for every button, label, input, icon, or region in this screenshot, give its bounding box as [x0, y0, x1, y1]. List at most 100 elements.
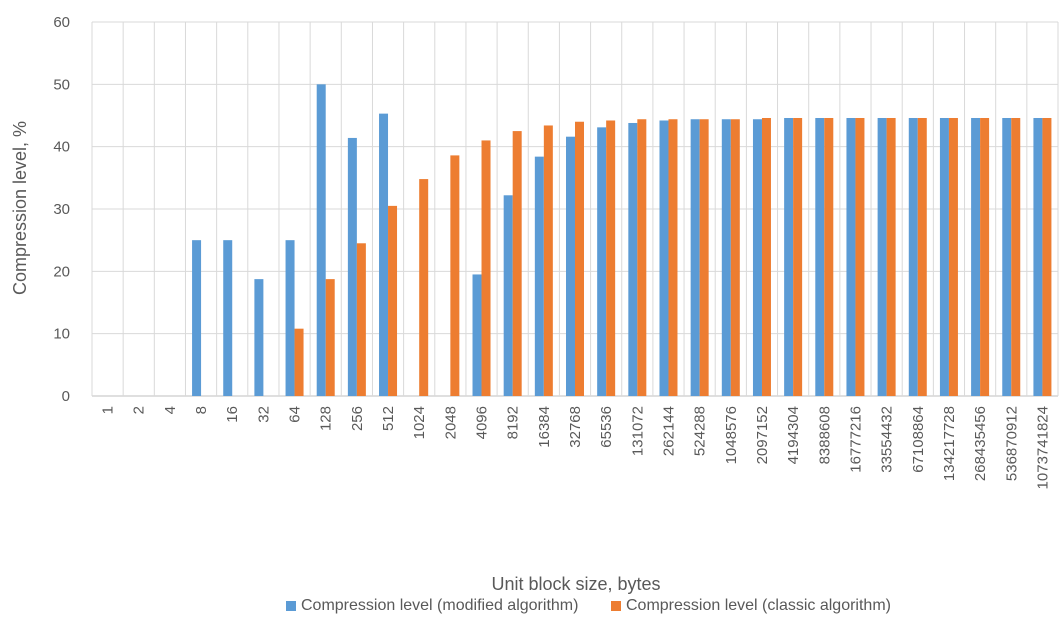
x-tick-label: 2097152: [754, 406, 771, 464]
x-tick-label: 1: [100, 406, 117, 414]
x-axis-title: Unit block size, bytes: [491, 574, 660, 594]
bar-classic-524288: [699, 119, 709, 397]
bar-classic-131072: [637, 119, 647, 397]
x-tick-label: 8192: [505, 406, 522, 439]
x-tick-label: 16777216: [847, 406, 864, 473]
bar-classic-8192: [512, 131, 522, 397]
bar-classic-16384: [543, 125, 553, 397]
bar-modified-131072: [628, 122, 638, 396]
y-axis-ticks: 0 10 20 30 40 50 60: [53, 14, 70, 405]
bar-modified-32768: [566, 136, 575, 396]
bar-classic-4096: [481, 140, 491, 396]
y-tick-label: 10: [53, 326, 70, 343]
bar-modified-128: [316, 84, 326, 396]
x-tick-label: 67108864: [910, 406, 927, 473]
legend: Compression level (modified algorithm) C…: [0, 597, 1059, 621]
bar-modified-262144: [659, 120, 669, 396]
x-tick-label: 1024: [411, 406, 428, 439]
x-tick-label: 1073741824: [1034, 406, 1051, 489]
x-tick-label: 128: [318, 406, 335, 431]
x-tick-label: 8: [193, 406, 210, 414]
bar-classic-64: [294, 328, 304, 396]
bar-modified-4096: [472, 274, 482, 396]
bar-modified-1073741824: [1033, 117, 1043, 396]
bar-classic-268435456: [980, 117, 990, 396]
bar-modified-1048576: [721, 119, 731, 397]
bar-modified-64: [285, 240, 295, 396]
x-tick-label: 268435456: [972, 406, 989, 481]
bar-classic-2097152: [761, 117, 771, 396]
bar-modified-134217728: [939, 117, 949, 396]
x-tick-label: 4: [162, 406, 179, 414]
bar-modified-536870912: [1002, 117, 1012, 396]
x-tick-label: 1048576: [723, 406, 740, 464]
bar-classic-536870912: [1011, 117, 1021, 396]
bar-classic-67108864: [917, 117, 927, 396]
x-axis-ticks: 1 2 4 8 16 32 64 128 256 512 1024 2048 4096 8192 16384…: [100, 406, 1052, 489]
bar-modified-512: [379, 113, 389, 396]
bar-classic-1048576: [730, 119, 740, 397]
x-tick-label: 512: [380, 406, 397, 431]
x-tick-label: 65536: [598, 406, 615, 448]
bar-classic-128: [325, 279, 335, 396]
x-tick-label: 2048: [442, 406, 459, 439]
x-tick-label: 134217728: [941, 406, 958, 481]
bar-classic-33554432: [886, 117, 896, 396]
bar-modified-67108864: [908, 117, 918, 396]
bar-modified-33554432: [877, 117, 887, 396]
bar-modified-8: [192, 240, 202, 396]
legend-item-modified: Compression level (modified algorithm): [286, 597, 578, 615]
x-tick-label: 4194304: [785, 406, 802, 464]
x-tick-label: 32: [255, 406, 272, 423]
bar-classic-512: [388, 205, 398, 396]
bar-classic-1073741824: [1042, 117, 1052, 396]
y-tick-label: 40: [53, 139, 70, 156]
legend-swatch-classic: [611, 601, 621, 611]
bar-modified-8192: [503, 195, 513, 396]
legend-label-modified: Compression level (modified algorithm): [301, 597, 579, 614]
bar-modified-16777216: [846, 117, 856, 396]
bar-modified-65536: [597, 127, 607, 397]
x-tick-label: 16384: [536, 406, 553, 448]
x-tick-label: 33554432: [879, 406, 896, 473]
bar-classic-8388608: [824, 117, 834, 396]
bar-modified-256: [347, 137, 357, 396]
bars: [192, 84, 1052, 397]
bar-classic-256: [356, 243, 366, 396]
y-tick-label: 50: [53, 76, 70, 93]
y-axis-title: Compression level, %: [10, 121, 30, 295]
bar-classic-16777216: [855, 117, 865, 396]
x-tick-label: 16: [224, 406, 241, 423]
bar-classic-262144: [668, 119, 678, 397]
bar-classic-32768: [575, 121, 584, 396]
bar-modified-8388608: [815, 117, 825, 396]
bar-modified-16384: [534, 156, 544, 396]
x-tick-label: 536870912: [1003, 406, 1020, 481]
bar-modified-524288: [690, 119, 700, 397]
legend-item-classic: Compression level (classic algorithm): [611, 597, 891, 615]
gridlines: [91, 21, 1059, 397]
bar-modified-268435456: [971, 117, 981, 396]
y-tick-label: 0: [62, 388, 70, 405]
x-tick-label: 256: [349, 406, 366, 431]
x-tick-label: 64: [287, 406, 304, 423]
bar-modified-32: [254, 279, 264, 396]
x-tick-label: 32768: [567, 406, 584, 448]
y-tick-label: 30: [53, 201, 70, 218]
x-tick-label: 2: [131, 406, 148, 414]
bar-classic-4194304: [793, 117, 803, 396]
bar-classic-1024: [419, 179, 429, 396]
y-tick-label: 20: [53, 263, 70, 280]
x-tick-label: 4096: [474, 406, 491, 439]
legend-label-classic: Compression level (classic algorithm): [626, 597, 891, 614]
legend-swatch-modified: [286, 601, 296, 611]
x-tick-label: 131072: [629, 406, 646, 456]
x-tick-label: 262144: [660, 406, 677, 456]
bar-modified-2097152: [752, 119, 762, 397]
bar-modified-16: [223, 240, 233, 396]
bar-classic-65536: [606, 120, 616, 396]
bar-classic-134217728: [948, 117, 958, 396]
x-tick-label: 8388608: [816, 406, 833, 464]
x-tick-label: 524288: [692, 406, 709, 456]
